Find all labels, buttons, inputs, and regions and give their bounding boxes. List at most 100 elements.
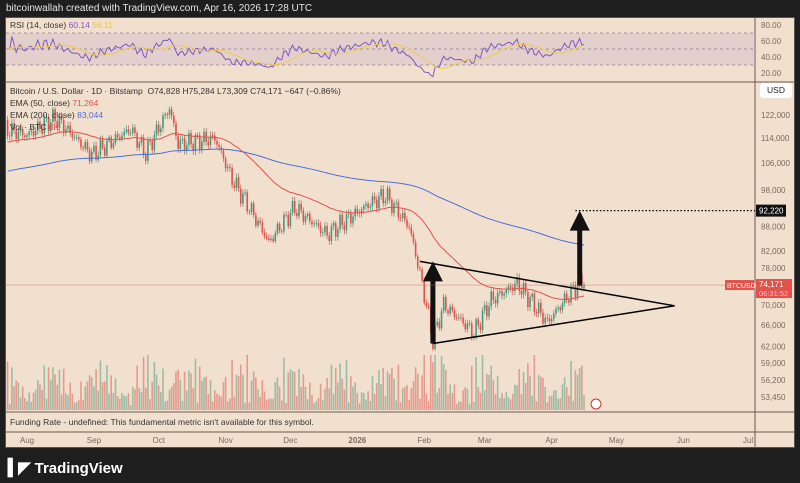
candle-body <box>481 310 484 330</box>
volume-bar <box>436 392 439 410</box>
candle-body <box>503 293 505 296</box>
volume-bar <box>496 375 499 410</box>
volume-bar <box>352 386 354 410</box>
candle-body <box>531 293 534 297</box>
candle-body <box>356 208 359 213</box>
candle-body <box>490 291 492 307</box>
volume-bar <box>160 391 162 410</box>
volume-bar <box>250 380 253 410</box>
candle-body <box>496 292 499 304</box>
volume-bar <box>563 377 566 410</box>
candle-body <box>39 121 41 129</box>
volume-bar <box>134 389 136 410</box>
ema50-legend[interactable]: EMA (50, close) 71,264 <box>10 98 98 108</box>
candle-body <box>542 312 544 324</box>
volume-bar <box>505 391 508 410</box>
rsi-tick-label: 20.00 <box>761 69 782 78</box>
volume-bar <box>358 403 361 410</box>
candle-body <box>470 323 473 338</box>
volume-bar <box>99 360 102 410</box>
candle-body <box>192 144 195 152</box>
candle-body <box>134 127 136 134</box>
rsi-label: RSI (14, close) <box>10 20 67 30</box>
candle-body <box>296 212 298 217</box>
candle-body <box>499 291 501 293</box>
volume-bar <box>516 385 518 410</box>
currency-button[interactable]: USD <box>760 83 792 98</box>
candle-body <box>15 129 18 140</box>
volume-bar <box>62 368 65 410</box>
volume-bar <box>544 387 546 410</box>
candle-body <box>516 277 518 284</box>
volume-legend[interactable]: Vol · BTC 6K <box>10 122 59 132</box>
volume-bar <box>365 399 367 410</box>
volume-bar <box>393 378 395 410</box>
volume-bar <box>198 366 201 410</box>
volume-bar <box>371 375 374 410</box>
volume-bar <box>494 394 497 410</box>
candle-body <box>181 138 184 141</box>
candle-body <box>572 285 575 287</box>
tradingview-logo[interactable]: ▍◤ TradingView <box>8 458 123 478</box>
candle-body <box>54 109 56 121</box>
volume-bar <box>533 355 536 410</box>
time-tick-label: Apr <box>545 436 558 445</box>
volume-bar <box>285 402 287 410</box>
volume-bar <box>520 394 523 410</box>
candle-body <box>147 140 149 161</box>
volume-bar <box>78 400 80 410</box>
volume-bar <box>181 400 184 410</box>
candle-body <box>365 203 367 206</box>
candle-body <box>88 149 91 162</box>
candle-body <box>233 185 236 188</box>
price-tick-label: 122,000 <box>761 111 790 120</box>
volume-bar <box>216 393 218 410</box>
volume-bar <box>350 376 352 410</box>
candle-body <box>524 283 527 293</box>
candle-body <box>330 226 333 241</box>
candle-body <box>216 140 218 145</box>
candle-body <box>157 124 160 133</box>
ema200-legend[interactable]: EMA (200, close) 83,044 <box>10 110 103 120</box>
volume-bar <box>395 400 397 410</box>
volume-bar <box>561 384 564 410</box>
candle-body <box>110 137 113 148</box>
volume-bar <box>287 372 290 410</box>
candle-body <box>268 238 270 241</box>
volume-bar <box>270 398 272 410</box>
candle-body <box>369 206 372 208</box>
volume-bar <box>492 380 495 410</box>
candle-body <box>285 214 287 216</box>
candle-body <box>557 307 559 309</box>
candle-body <box>45 117 48 119</box>
candle-body <box>52 109 54 123</box>
candle-body <box>416 256 419 268</box>
candle-body <box>73 137 76 139</box>
volume-bar <box>337 382 339 410</box>
candle-body <box>49 122 52 132</box>
candle-body <box>80 139 82 148</box>
volume-bar <box>155 374 158 410</box>
volume-bar <box>406 385 408 410</box>
volume-bar <box>503 398 505 410</box>
price-tick-label: 62,000 <box>761 342 786 351</box>
volume-bar <box>309 382 311 410</box>
candle-body <box>460 317 462 319</box>
candle-body <box>190 133 192 145</box>
volume-bar <box>242 374 244 410</box>
volume-bar <box>581 365 583 410</box>
price-tick-label: 53,450 <box>761 393 786 402</box>
rsi-line <box>7 36 585 78</box>
candle-body <box>352 216 354 224</box>
candle-body <box>552 313 555 319</box>
candle-body <box>414 242 417 257</box>
candle-body <box>170 109 173 116</box>
volume-bar <box>328 388 331 410</box>
candle-body <box>265 236 268 239</box>
volume-bar <box>574 370 577 410</box>
ema200-line <box>7 148 585 246</box>
candle-body <box>246 192 249 212</box>
candle-body <box>67 125 69 130</box>
candle-body <box>570 286 572 303</box>
